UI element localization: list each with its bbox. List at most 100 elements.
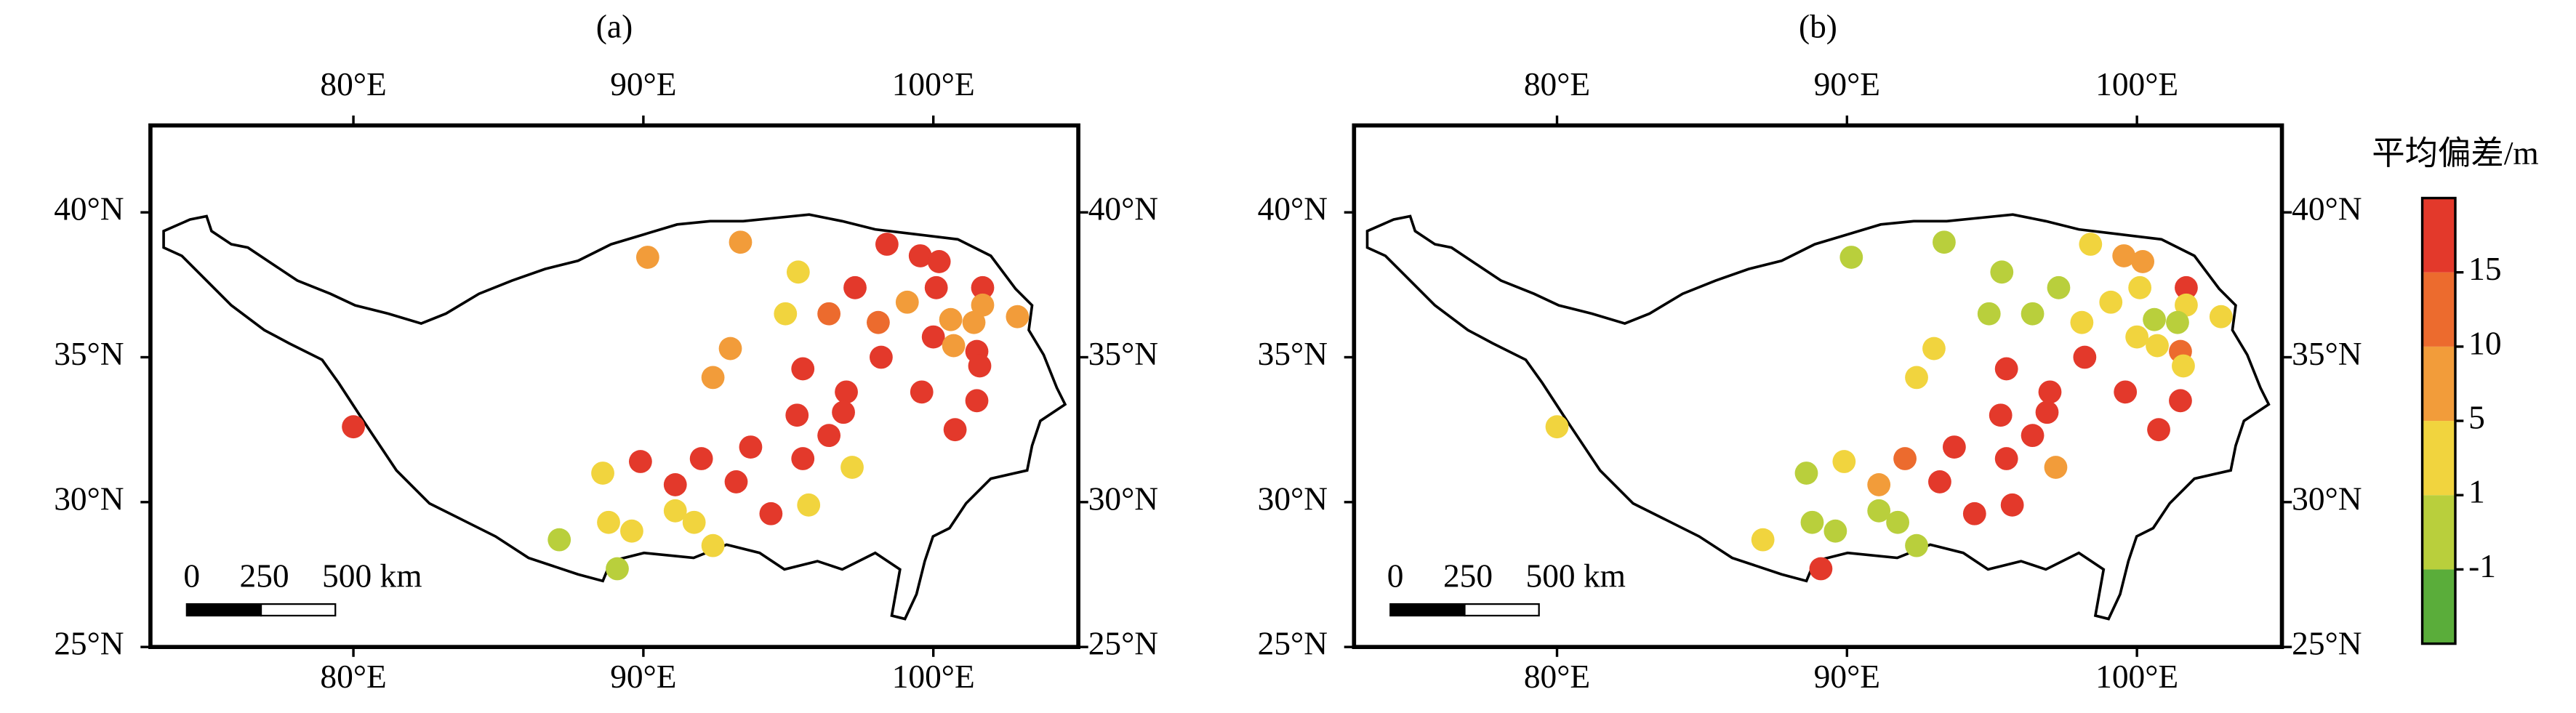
station-dot — [597, 510, 620, 534]
station-dot — [2079, 233, 2103, 256]
station-dot — [971, 275, 995, 299]
scale-bar-white — [1464, 603, 1540, 617]
station-dot — [1893, 447, 1917, 470]
colorbar-segment — [2422, 198, 2455, 273]
station-dot — [1905, 366, 1928, 390]
station-dot — [628, 450, 652, 473]
y-tick-label-right: 30°N — [1088, 480, 1158, 517]
station-dot — [1994, 357, 2018, 381]
station-dot — [724, 470, 748, 494]
station-dot — [701, 533, 725, 557]
station-dot — [547, 528, 571, 552]
station-dot — [965, 389, 989, 413]
station-dot — [1928, 470, 1951, 494]
plateau-outline — [162, 213, 1067, 621]
y-tick-label-right: 40°N — [1088, 191, 1158, 227]
colorbar-segment — [2422, 495, 2455, 570]
station-dot — [791, 357, 815, 381]
x-tick-label-top: 80°E — [1524, 66, 1590, 102]
y-tick-label-left: 35°N — [54, 336, 124, 372]
station-dot — [2038, 380, 2062, 404]
station-dot — [2166, 310, 2189, 334]
station-dot — [971, 293, 995, 317]
map-frame — [1352, 123, 2284, 650]
colorbar-title: 平均偏差/m — [2372, 135, 2539, 172]
station-dot — [2021, 302, 2045, 326]
station-dot — [1977, 302, 2001, 326]
station-dot — [2143, 307, 2166, 331]
colorbar-segment — [2422, 569, 2455, 644]
station-dot — [817, 302, 841, 326]
x-tick-label-top: 90°E — [1814, 66, 1880, 102]
y-tick-label-left: 25°N — [54, 626, 124, 662]
station-dot — [2172, 354, 2195, 378]
station-dot — [1989, 403, 2013, 427]
station-dot — [591, 462, 614, 485]
station-dot — [1933, 230, 1956, 254]
station-dot — [942, 334, 966, 358]
station-dot — [2175, 275, 2198, 299]
x-tick-label-top: 100°E — [892, 66, 975, 102]
station-dot — [2021, 424, 2045, 448]
colorbar-label: 5 — [2468, 399, 2485, 435]
x-tick-label-top: 100°E — [2095, 66, 2178, 102]
station-dot — [1905, 533, 1928, 557]
scale-bar-label: 250 — [240, 557, 289, 594]
panel-title: (b) — [1799, 8, 1837, 44]
colorbar-segment — [2422, 346, 2455, 422]
scale-bar-white — [260, 603, 337, 617]
station-dot — [908, 244, 932, 267]
station-dot — [2047, 275, 2071, 299]
station-dot — [1823, 519, 1847, 543]
station-dot — [870, 345, 893, 369]
station-dot — [729, 230, 753, 254]
station-dot — [1962, 501, 1986, 525]
station-dot — [701, 366, 725, 390]
colorbar-segment — [2422, 272, 2455, 347]
station-dot — [2128, 275, 2152, 299]
station-dot — [786, 260, 810, 284]
station-dot — [921, 325, 945, 349]
station-dot — [2070, 310, 2094, 334]
station-dot — [939, 307, 963, 331]
station-dot — [797, 493, 821, 517]
panel-title: (a) — [596, 8, 633, 44]
x-tick-label-top: 90°E — [610, 66, 676, 102]
x-tick-label-bottom: 80°E — [320, 658, 386, 695]
station-dot — [832, 400, 855, 424]
station-dot — [1794, 462, 1818, 485]
station-dot — [2000, 493, 2024, 517]
plateau-outline — [1365, 213, 2271, 621]
colorbar-label: 10 — [2468, 325, 2501, 361]
station-dot — [2175, 293, 2198, 317]
station-dot — [718, 337, 742, 360]
station-dot — [968, 354, 992, 378]
map-panel: (a) 80°E 80°E 90°E 90°E 100°E 100°E 25°N 25°N 30°… — [54, 8, 1158, 695]
station-dot — [2114, 380, 2138, 404]
x-tick-label-top: 80°E — [320, 66, 386, 102]
station-dot — [835, 380, 858, 404]
station-dot — [1990, 260, 2014, 284]
colorbar-label: -1 — [2468, 548, 2496, 584]
station-dot — [1886, 510, 1910, 534]
y-tick-label-right: 25°N — [1088, 626, 1158, 662]
colorbar-label: 1 — [2468, 474, 2485, 510]
x-tick-label-bottom: 90°E — [610, 658, 676, 695]
y-tick-label-right: 30°N — [2292, 480, 2362, 517]
x-tick-label-bottom: 100°E — [892, 658, 975, 695]
x-tick-label-bottom: 100°E — [2095, 658, 2178, 695]
y-tick-label-left: 30°N — [1258, 480, 1328, 517]
map-frame — [148, 123, 1080, 650]
station-dot — [1545, 415, 1569, 439]
station-dot — [2147, 418, 2170, 442]
station-dot — [791, 447, 815, 470]
station-dot — [774, 302, 798, 326]
colorbar-label: 15 — [2468, 251, 2501, 287]
scale-bar-label: 0 — [1387, 557, 1404, 594]
station-dot — [2112, 244, 2136, 267]
y-tick-label-left: 30°N — [54, 480, 124, 517]
station-dot — [689, 447, 713, 470]
station-dot — [2169, 389, 2192, 413]
scale-bar-label: 500 km — [1526, 557, 1626, 594]
